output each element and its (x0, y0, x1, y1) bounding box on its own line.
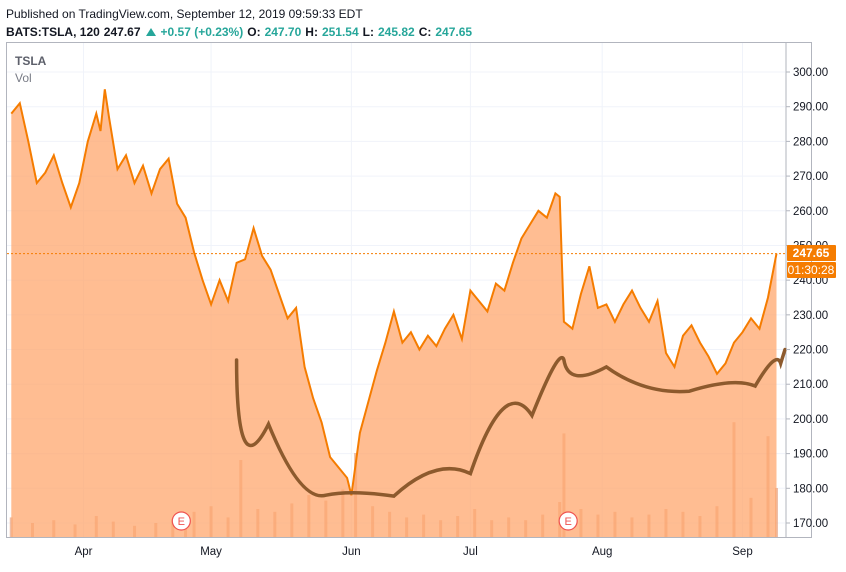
y-tick-label: 170.00 (793, 518, 828, 530)
quote-line: BATS:TSLA, 120 247.67 +0.57 (+0.23%) O: 2… (6, 23, 472, 41)
legend-volume: Vol (15, 71, 32, 85)
close-label: C: (418, 25, 432, 39)
price-label-text: 247.65 (793, 246, 830, 260)
x-tick-label: Jul (463, 546, 478, 558)
countdown-box (787, 262, 836, 278)
x-tick-label: Jun (342, 546, 361, 558)
earnings-marker-icon (171, 511, 191, 531)
published-line: Published on TradingView.com, September … (6, 7, 363, 21)
x-tick-label: Apr (75, 546, 93, 558)
low-label: L: (362, 25, 374, 39)
symbol-label: BATS:TSLA, 120 (6, 25, 100, 39)
earnings-marker-label: E (565, 516, 572, 528)
y-tick-label: 180.00 (793, 483, 828, 495)
y-tick-label: 220.00 (793, 345, 828, 357)
x-tick-label: May (200, 546, 222, 558)
y-tick-label: 240.00 (793, 275, 828, 287)
price-label-box (787, 245, 836, 261)
price-box: 247.65 01:30:28 (787, 245, 836, 278)
y-tick-label: 200.00 (793, 414, 828, 426)
close-value: 247.65 (435, 25, 473, 39)
y-tick-label: 190.00 (793, 449, 828, 461)
volume-bar (9, 517, 13, 537)
y-tick-label: 280.00 (793, 136, 828, 148)
chart-frame[interactable] (6, 42, 812, 538)
y-tick-label: 270.00 (793, 171, 828, 183)
y-tick-label: 300.00 (793, 67, 828, 79)
open-value: 247.70 (264, 25, 302, 39)
high-value: 251.54 (321, 25, 359, 39)
change-value: +0.57 (+0.23%) (160, 25, 244, 39)
chart-header: Published on TradingView.com, September … (6, 5, 472, 41)
last-price: 247.67 (103, 25, 141, 39)
open-label: O: (247, 25, 261, 39)
low-value: 245.82 (377, 25, 415, 39)
y-tick-label: 230.00 (793, 310, 828, 322)
price-line (10, 89, 778, 496)
x-tick-label: Aug (592, 546, 612, 558)
countdown-text: 01:30:28 (788, 263, 835, 277)
earnings-marker-label: E (178, 516, 185, 528)
price-axis: 300.00290.00280.00270.00260.00250.00240.… (786, 67, 828, 530)
up-triangle-icon (145, 28, 156, 36)
cup-and-handle-annotation (234, 347, 787, 498)
legend: TSLA Vol (15, 53, 46, 87)
x-tick-label: Sep (732, 546, 752, 558)
y-tick-label: 210.00 (793, 379, 828, 391)
y-tick-label: 290.00 (793, 102, 828, 114)
y-tick-label: 260.00 (793, 206, 828, 218)
legend-symbol: TSLA (15, 54, 47, 68)
high-label: H: (305, 25, 318, 39)
earnings-marker-icon (558, 511, 578, 531)
time-axis: Apr May Jun Jul Aug Sep (75, 546, 753, 558)
